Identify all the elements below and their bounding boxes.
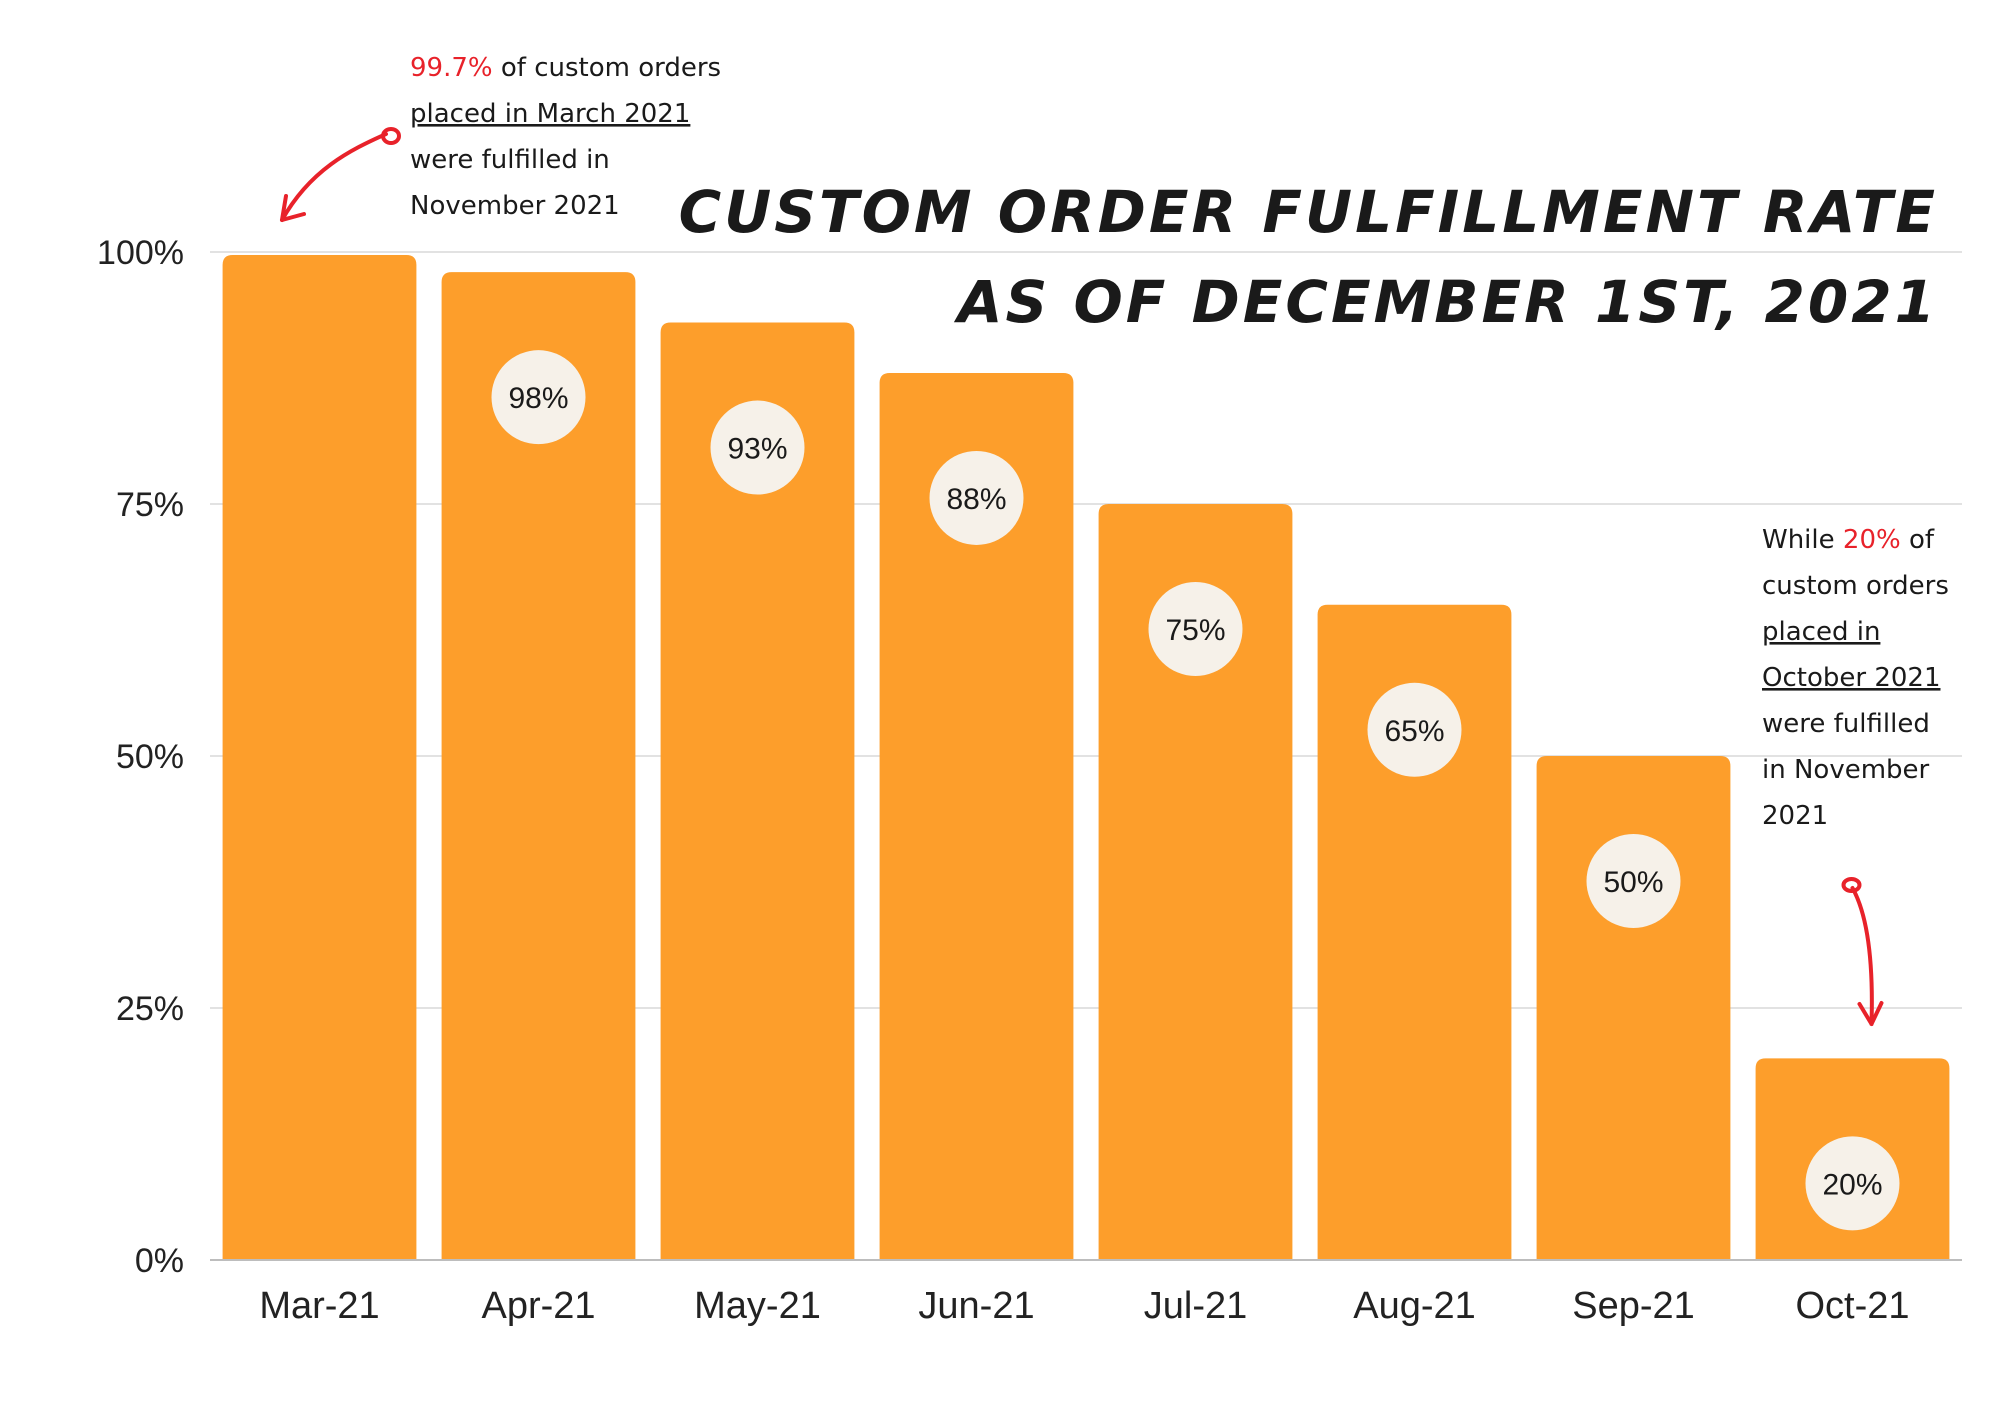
annotation-text: While [1762, 525, 1843, 555]
arrow-tail-icon [1841, 877, 1862, 893]
value-label: 65% [1384, 715, 1444, 748]
bar-mar-21 [222, 255, 417, 1261]
bars [222, 255, 1950, 1261]
value-label-bubble [1586, 834, 1681, 928]
annotation-text: in November [1762, 755, 1930, 785]
arrow-mar-21 [280, 132, 388, 222]
annotation-text: placed in March 2021 [410, 99, 690, 129]
annotation-line: November 2021 [410, 191, 620, 221]
value-label: 50% [1603, 866, 1663, 899]
y-tick-label: 100% [97, 234, 184, 272]
x-tick-label: Jun-21 [918, 1285, 1034, 1327]
x-tick-label: May-21 [694, 1285, 821, 1327]
bar-sep-21 [1536, 756, 1731, 1260]
x-tick-label: Mar-21 [259, 1285, 379, 1327]
annotation-mar-21: 99.7% of custom orders placed in March 20… [410, 53, 721, 221]
arrow-head-icon [280, 194, 306, 222]
x-tick-label: Sep-21 [1572, 1285, 1695, 1327]
annotation-oct-21: While 20% of custom orders placed in Octobe… [1762, 525, 1949, 831]
annotation-line: While 20% of [1762, 525, 1935, 555]
value-label-bubble [491, 350, 586, 445]
annotation-text: placed in [1762, 617, 1880, 647]
y-tick-label: 75% [116, 486, 184, 524]
x-tick-label: Apr-21 [481, 1285, 595, 1327]
annotation-line: in November [1762, 755, 1930, 785]
bar-jun-21 [879, 372, 1074, 1261]
annotation-text: October 2021 [1762, 663, 1940, 693]
title-line-1: CUSTOM ORDER FULFILLMENT RATE [679, 178, 1938, 246]
annotation-text: 2021 [1762, 801, 1828, 831]
annotation-line: October 2021 [1762, 663, 1940, 693]
bar-jul-21 [1098, 504, 1293, 1260]
x-tick-label: Aug-21 [1353, 1285, 1476, 1327]
value-label: 20% [1822, 1168, 1882, 1201]
annotation-text: custom orders [1762, 571, 1949, 601]
annotation-arrows [280, 127, 1884, 1026]
x-tick-label: Oct-21 [1795, 1285, 1909, 1327]
value-label: 98% [508, 382, 568, 415]
value-label-bubble [710, 400, 805, 495]
annotation-text: November 2021 [410, 191, 620, 221]
annotation-line: placed in [1762, 617, 1880, 647]
annotation-line: 99.7% of custom orders [410, 53, 721, 83]
annotation-line: custom orders [1762, 571, 1949, 601]
value-label-bubble [1148, 582, 1243, 676]
annotation-text: were fulfilled [1762, 709, 1930, 739]
bar-apr-21 [441, 272, 636, 1260]
annotation-line: 2021 [1762, 801, 1828, 831]
bar-may-21 [660, 322, 855, 1260]
axes: 0% 25% 50% 75% 100% Mar-21 Apr-21 May-21 Jun-21 J… [97, 234, 1962, 1327]
bar-aug-21 [1317, 604, 1512, 1260]
arrow-tail-icon [381, 127, 401, 145]
value-label: 93% [727, 433, 787, 466]
annotation-highlight: 99.7% [410, 53, 493, 83]
annotation-line: were fulfilled in [410, 145, 610, 175]
value-label-bubble [1805, 1136, 1900, 1231]
value-label-bubble [929, 450, 1024, 545]
value-labels: 98% 93% 88% 75% 65% 50% 20% [491, 350, 1900, 1231]
annotation-line: were fulfilled [1762, 709, 1930, 739]
annotation-text: of [1901, 525, 1935, 555]
annotations: 99.7% of custom orders placed in March 20… [280, 53, 1949, 1026]
y-tick-label: 25% [116, 990, 184, 1028]
annotation-line: placed in March 2021 [410, 99, 690, 129]
arrow-oct-21 [1850, 886, 1874, 1026]
x-tick-label: Jul-21 [1144, 1285, 1248, 1327]
annotation-highlight: 20% [1843, 525, 1901, 555]
value-label: 88% [946, 483, 1006, 516]
annotation-text: were fulfilled in [410, 145, 610, 175]
y-tick-label: 0% [135, 1242, 184, 1280]
title-line-2: AS OF DECEMBER 1ST, 2021 [954, 268, 1938, 336]
value-label-bubble [1367, 682, 1462, 777]
chart-title: CUSTOM ORDER FULFILLMENT RATE AS OF DECE… [679, 178, 1938, 336]
arrow-head-icon [1857, 1001, 1884, 1026]
annotation-text: of custom orders [493, 53, 721, 83]
y-tick-label: 50% [116, 738, 184, 776]
value-label: 75% [1165, 614, 1225, 647]
